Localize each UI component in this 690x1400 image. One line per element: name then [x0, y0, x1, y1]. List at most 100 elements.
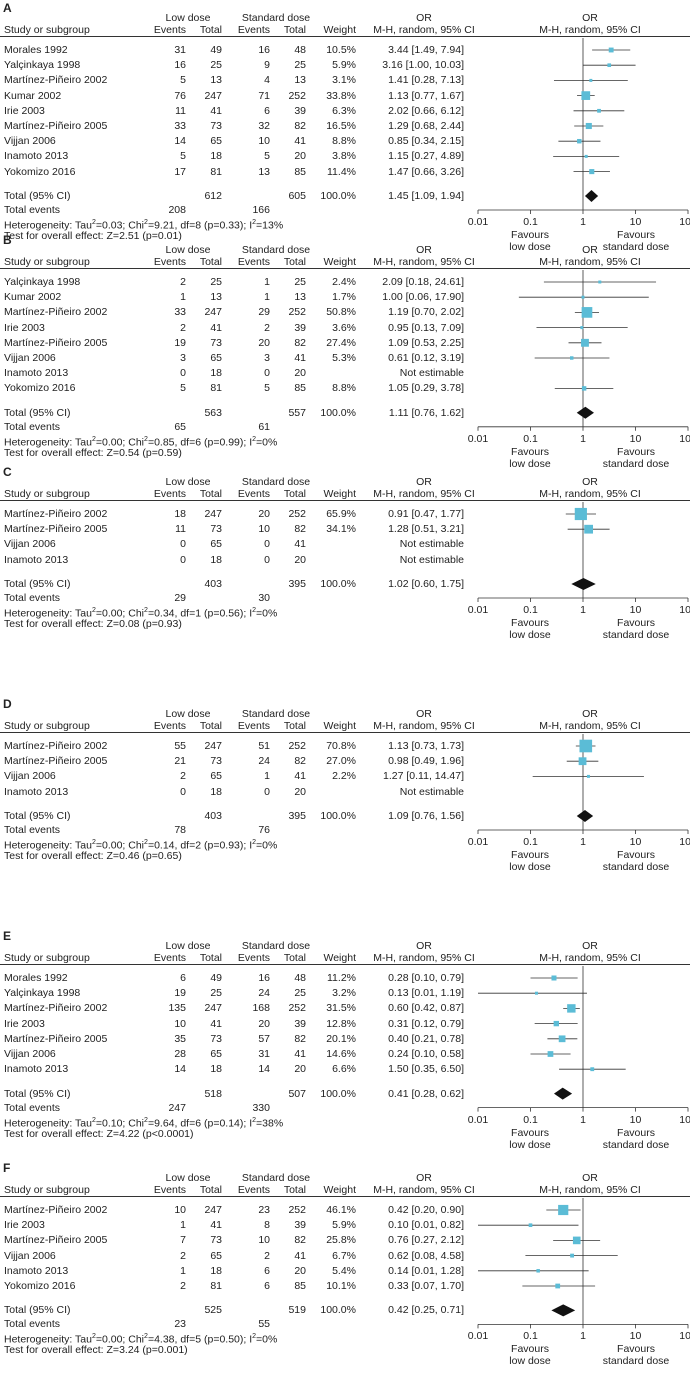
total-ci: 1.02 [0.60, 1.75]: [388, 578, 464, 590]
superscript-2: 2: [144, 839, 148, 846]
events-std: 3: [264, 352, 270, 364]
events-low: 28: [174, 1048, 186, 1060]
total-low: 25: [210, 59, 222, 72]
header-or-plot: OR: [582, 708, 598, 720]
total-std: 82: [294, 1032, 306, 1045]
events-low: 2: [180, 1280, 186, 1292]
overall-effect-text: Test for overall effect: Z=3.24 (p=0.001…: [4, 1344, 188, 1357]
study-name: Morales 1992: [4, 972, 68, 984]
favours-low-label: Favours: [511, 617, 549, 629]
total-std: 41: [294, 352, 306, 364]
header-weight: Weight: [323, 256, 357, 268]
point-estimate-square: [551, 975, 557, 981]
total-low: 65: [210, 1249, 222, 1262]
events-low: 16: [174, 59, 186, 72]
total-events-low: 65: [174, 420, 186, 433]
header-total-low: Total: [199, 952, 222, 964]
study-name: Martínez-Piñeiro 2002: [4, 508, 108, 520]
favours-low-label: low dose: [509, 629, 551, 641]
total-weight: 100.0%: [320, 1304, 356, 1317]
x-tick-label: 100: [679, 836, 690, 848]
x-tick-label: 0.01: [467, 836, 489, 848]
heterogeneity-part: =0.00; Chi: [95, 607, 145, 620]
point-estimate-square: [581, 338, 589, 347]
total-events-std: 76: [258, 824, 270, 836]
heterogeneity-part: Heterogeneity: Tau: [4, 607, 92, 620]
total-low: 247: [204, 1002, 222, 1015]
total-ci-label: Total (95% CI): [4, 1087, 71, 1100]
study-weight: 8.8%: [332, 135, 356, 148]
total-events-label: Total events: [4, 204, 61, 216]
total-events-low: 247: [168, 1101, 186, 1114]
point-estimate-square: [536, 1269, 540, 1273]
events-low: 2: [180, 321, 186, 334]
events-std: 2: [264, 1249, 270, 1262]
events-low: 11: [175, 104, 186, 117]
study-weight: 50.8%: [326, 306, 356, 319]
study-name: Irie 2003: [4, 1017, 45, 1030]
forest-plot-area: [477, 1198, 689, 1329]
point-estimate-square: [607, 63, 612, 68]
events-std: 10: [258, 523, 270, 536]
study-name: Irie 2003: [4, 1219, 45, 1232]
study-ci: 0.85 [0.34, 2.15]: [388, 135, 464, 148]
study-ci: 0.95 [0.13, 7.09]: [388, 321, 464, 334]
total-events-std: 61: [258, 420, 270, 433]
study-ci: 3.44 [1.49, 7.94]: [388, 44, 464, 56]
favours-standard-label: Favours: [617, 445, 655, 458]
study-name: Martínez-Piñeiro 2002: [4, 1204, 108, 1216]
x-tick-label: 0.01: [467, 1113, 489, 1126]
events-low: 0: [180, 785, 186, 798]
point-estimate-square: [590, 1067, 595, 1072]
total-low: 247: [204, 508, 222, 520]
study-name: Martínez-Piñeiro 2002: [4, 74, 108, 87]
heterogeneity-part: =0.10; Chi: [95, 1117, 145, 1130]
events-std: 2: [264, 321, 270, 334]
header-standard-dose: Standard dose: [241, 244, 311, 256]
favours-standard-label: Favours: [617, 849, 655, 861]
total-ci-label: Total (95% CI): [4, 810, 71, 822]
total-std: 39: [294, 1219, 306, 1232]
header-events-std: Events: [237, 1184, 270, 1196]
x-tick-label: 0.1: [523, 836, 538, 848]
heterogeneity-part: =0.34, df=1 (p=0.56); I: [147, 607, 253, 620]
header-low-dose: Low dose: [165, 476, 211, 488]
total-std: 82: [294, 120, 306, 132]
heterogeneity-part: Heterogeneity: Tau: [4, 1333, 92, 1346]
point-estimate-square: [580, 326, 584, 330]
study-weight: 6.7%: [332, 1249, 356, 1262]
header-study: Study or subgroup: [4, 720, 90, 732]
study-ci: 0.62 [0.08, 4.58]: [388, 1249, 464, 1262]
header-or: OR: [416, 708, 432, 720]
study-ci: 0.40 [0.21, 0.78]: [388, 1032, 464, 1045]
header-total-std: Total: [283, 720, 306, 732]
study-ci: 1.13 [0.77, 1.67]: [388, 89, 464, 102]
header-total-std: Total: [283, 1184, 306, 1196]
point-estimate-square: [570, 356, 574, 360]
heterogeneity-text: Heterogeneity: Tau2=0.00; Chi2=0.85, df=…: [4, 434, 277, 449]
study-name: Martínez-Piñeiro 2005: [4, 523, 108, 536]
study-name: Vijjan 2006: [4, 352, 56, 364]
forest-panel-a: A Low dose Standard dose OR OR Study or subgr…: [0, 0, 690, 253]
study-name: Inamoto 2013: [4, 553, 69, 566]
events-std: 14: [258, 1063, 270, 1076]
panel-letter: E: [3, 929, 12, 943]
study-ci: Not estimable: [399, 538, 464, 551]
x-tick-label: 100: [679, 1113, 690, 1126]
study-weight: 14.6%: [326, 1048, 356, 1060]
total-events-std: 55: [258, 1318, 270, 1331]
overall-effect-text: Test for overall effect: Z=4.22 (p<0.000…: [4, 1127, 194, 1140]
header-events-low: Events: [153, 256, 186, 268]
total-ci: 1.11 [0.76, 1.62]: [388, 406, 464, 419]
study-ci: 0.31 [0.12, 0.79]: [388, 1017, 464, 1030]
study-weight: 34.1%: [326, 523, 356, 536]
events-low: 18: [174, 508, 186, 520]
favours-standard-label: standard dose: [602, 629, 670, 641]
favours-standard-label: Favours: [617, 1126, 655, 1139]
study-name: Irie 2003: [4, 104, 45, 117]
superscript-2: 2: [91, 1116, 96, 1124]
events-low: 0: [180, 553, 186, 566]
total-ci: 0.42 [0.25, 0.71]: [388, 1304, 464, 1317]
header-standard-dose: Standard dose: [241, 940, 311, 952]
study-ci: 1.13 [0.73, 1.73]: [388, 740, 464, 752]
